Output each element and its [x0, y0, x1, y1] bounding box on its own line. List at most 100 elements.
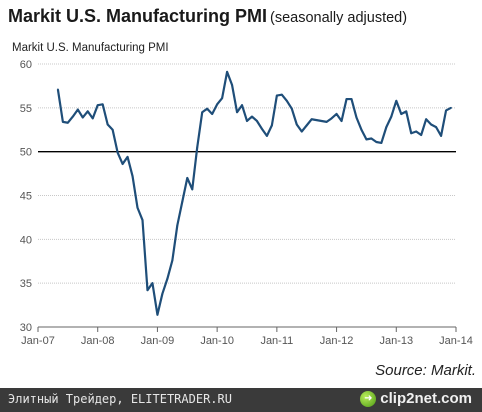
clip2net-logo-text: clip2net.com	[380, 390, 472, 407]
data-point	[385, 126, 388, 129]
data-point	[176, 224, 179, 227]
data-point	[106, 123, 109, 126]
data-point	[186, 177, 189, 179]
data-point	[166, 277, 169, 280]
x-tick-label: Jan-08	[81, 335, 115, 347]
chart-title: Markit U.S. Manufacturing PMI (seasonally…	[8, 6, 407, 27]
data-point	[131, 175, 134, 178]
data-point	[241, 104, 243, 107]
data-point	[350, 98, 353, 100]
data-point	[266, 134, 268, 137]
grid-lines	[38, 63, 456, 284]
data-point	[390, 115, 393, 118]
data-point	[315, 119, 318, 122]
data-point	[251, 115, 253, 118]
data-point	[270, 124, 273, 127]
chart-title-main: Markit U.S. Manufacturing PMI	[8, 6, 268, 26]
data-point	[216, 103, 219, 106]
data-point	[201, 111, 204, 114]
data-point	[71, 115, 74, 118]
data-point	[96, 104, 99, 107]
data-point	[425, 118, 428, 121]
data-point	[261, 127, 263, 130]
data-point	[355, 116, 358, 119]
data-point	[360, 128, 363, 131]
data-point	[146, 289, 149, 292]
data-point	[101, 103, 104, 106]
data-point	[111, 128, 114, 131]
data-point	[196, 146, 199, 149]
data-point	[410, 132, 413, 135]
data-point	[76, 108, 79, 111]
data-point	[275, 94, 278, 97]
data-point	[325, 120, 328, 123]
data-point	[450, 106, 452, 109]
clip2net-logo[interactable]: ➜ clip2net.com	[360, 390, 472, 407]
data-point	[415, 130, 418, 133]
x-tick-label: Jan-11	[260, 335, 293, 347]
x-tick-label: Jan-14	[439, 335, 473, 347]
data-point	[295, 123, 298, 126]
data-point	[320, 120, 323, 122]
data-point	[340, 120, 343, 122]
data-point	[395, 99, 398, 102]
x-tick-label: Jan-07	[21, 335, 55, 347]
data-point	[151, 282, 154, 285]
y-tick-label: 40	[20, 234, 32, 246]
y-tick-label: 50	[20, 147, 32, 159]
data-point	[375, 141, 378, 143]
x-tick-label: Jan-09	[141, 335, 175, 347]
data-point	[191, 188, 194, 191]
data-point	[285, 99, 288, 102]
data-point	[335, 113, 338, 115]
data-point	[121, 163, 124, 165]
data-point	[91, 117, 94, 120]
data-point	[211, 113, 214, 115]
series-layer	[56, 70, 452, 316]
footer-site-label: Элитный Трейдер, ELITETRADER.RU	[8, 392, 232, 406]
data-point	[420, 134, 423, 136]
data-point	[231, 84, 233, 86]
x-tick-label: Jan-13	[379, 335, 413, 347]
data-point	[136, 206, 139, 209]
data-point	[256, 120, 258, 122]
x-tick-labels: Jan-07 Jan-08 Jan-09 Jan-10 Jan-11 Jan-12 Jan-…	[21, 335, 473, 347]
data-point	[236, 111, 238, 114]
y-tick-label: 55	[20, 103, 32, 115]
source-note: Source: Markit.	[375, 362, 476, 379]
x-tick-label: Jan-10	[200, 335, 234, 347]
data-point	[345, 98, 348, 100]
y-tick-label: 60	[20, 59, 32, 71]
data-point	[161, 292, 164, 295]
data-point	[156, 313, 159, 316]
data-point	[445, 109, 447, 112]
data-point	[370, 137, 373, 140]
data-point	[310, 118, 313, 121]
data-point	[365, 138, 368, 141]
data-point	[66, 121, 69, 124]
data-point	[57, 88, 59, 91]
series-line	[56, 70, 452, 316]
axes	[37, 150, 457, 332]
data-point	[440, 134, 442, 137]
y-tick-label: 45	[20, 191, 32, 203]
data-point	[430, 123, 433, 126]
data-point	[305, 124, 308, 127]
data-point	[435, 126, 437, 129]
data-point	[380, 142, 383, 144]
x-tick-label: Jan-12	[320, 335, 354, 347]
y-tick-label: 35	[20, 278, 32, 290]
data-point	[181, 200, 184, 203]
data-point	[86, 110, 89, 113]
data-point	[81, 116, 84, 119]
data-point	[221, 97, 224, 100]
data-point	[246, 120, 248, 122]
data-point	[400, 113, 403, 115]
data-point	[300, 130, 303, 133]
data-point	[330, 117, 333, 120]
chart-title-subtitle: (seasonally adjusted)	[270, 10, 408, 26]
footer-bar: Элитный Трейдер, ELITETRADER.RU ➜ clip2n…	[0, 388, 482, 412]
data-point	[141, 219, 144, 221]
data-point	[405, 110, 408, 113]
